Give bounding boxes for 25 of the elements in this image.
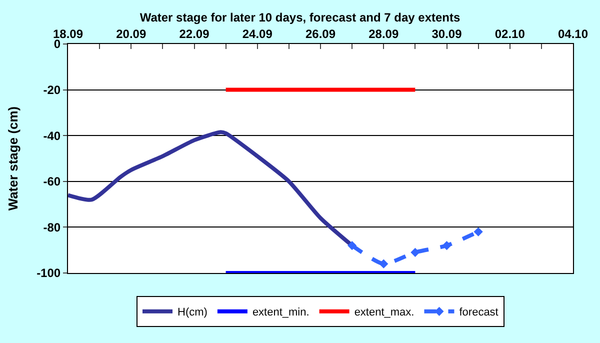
x-tick-label: 28.09 — [368, 27, 399, 42]
y-tick-label: -20 — [43, 83, 61, 97]
x-tick-label: 20.09 — [116, 27, 146, 42]
legend-label: extent_max. — [354, 306, 414, 319]
legend-label: extent_min. — [252, 306, 310, 319]
chart-title: Water stage for later 10 days, forecast and 7 day extents — [140, 10, 460, 24]
x-tick-label: 02.10 — [494, 27, 526, 42]
point — [474, 227, 483, 236]
x-tick-label: 30.09 — [432, 27, 462, 42]
y-tick-label: -40 — [43, 128, 61, 143]
y-tick-label: -80 — [43, 220, 61, 234]
x-tick-label: 24.09 — [242, 27, 273, 42]
point — [410, 248, 420, 257]
point — [379, 259, 388, 268]
legend-label: forecast — [459, 306, 498, 319]
point — [348, 240, 357, 250]
y-tick-label: -100 — [36, 266, 61, 280]
y-tick-label: 0 — [54, 37, 61, 52]
x-tick-label: 26.09 — [305, 27, 336, 42]
y-axis-title: Water stage (cm) — [6, 106, 21, 211]
x-tick-label: 22.09 — [179, 27, 210, 42]
point — [442, 240, 452, 250]
x-tick-label: 04.10 — [558, 27, 588, 42]
y-tick-label: -60 — [43, 174, 61, 189]
legend-label: H(cm) — [178, 306, 208, 319]
